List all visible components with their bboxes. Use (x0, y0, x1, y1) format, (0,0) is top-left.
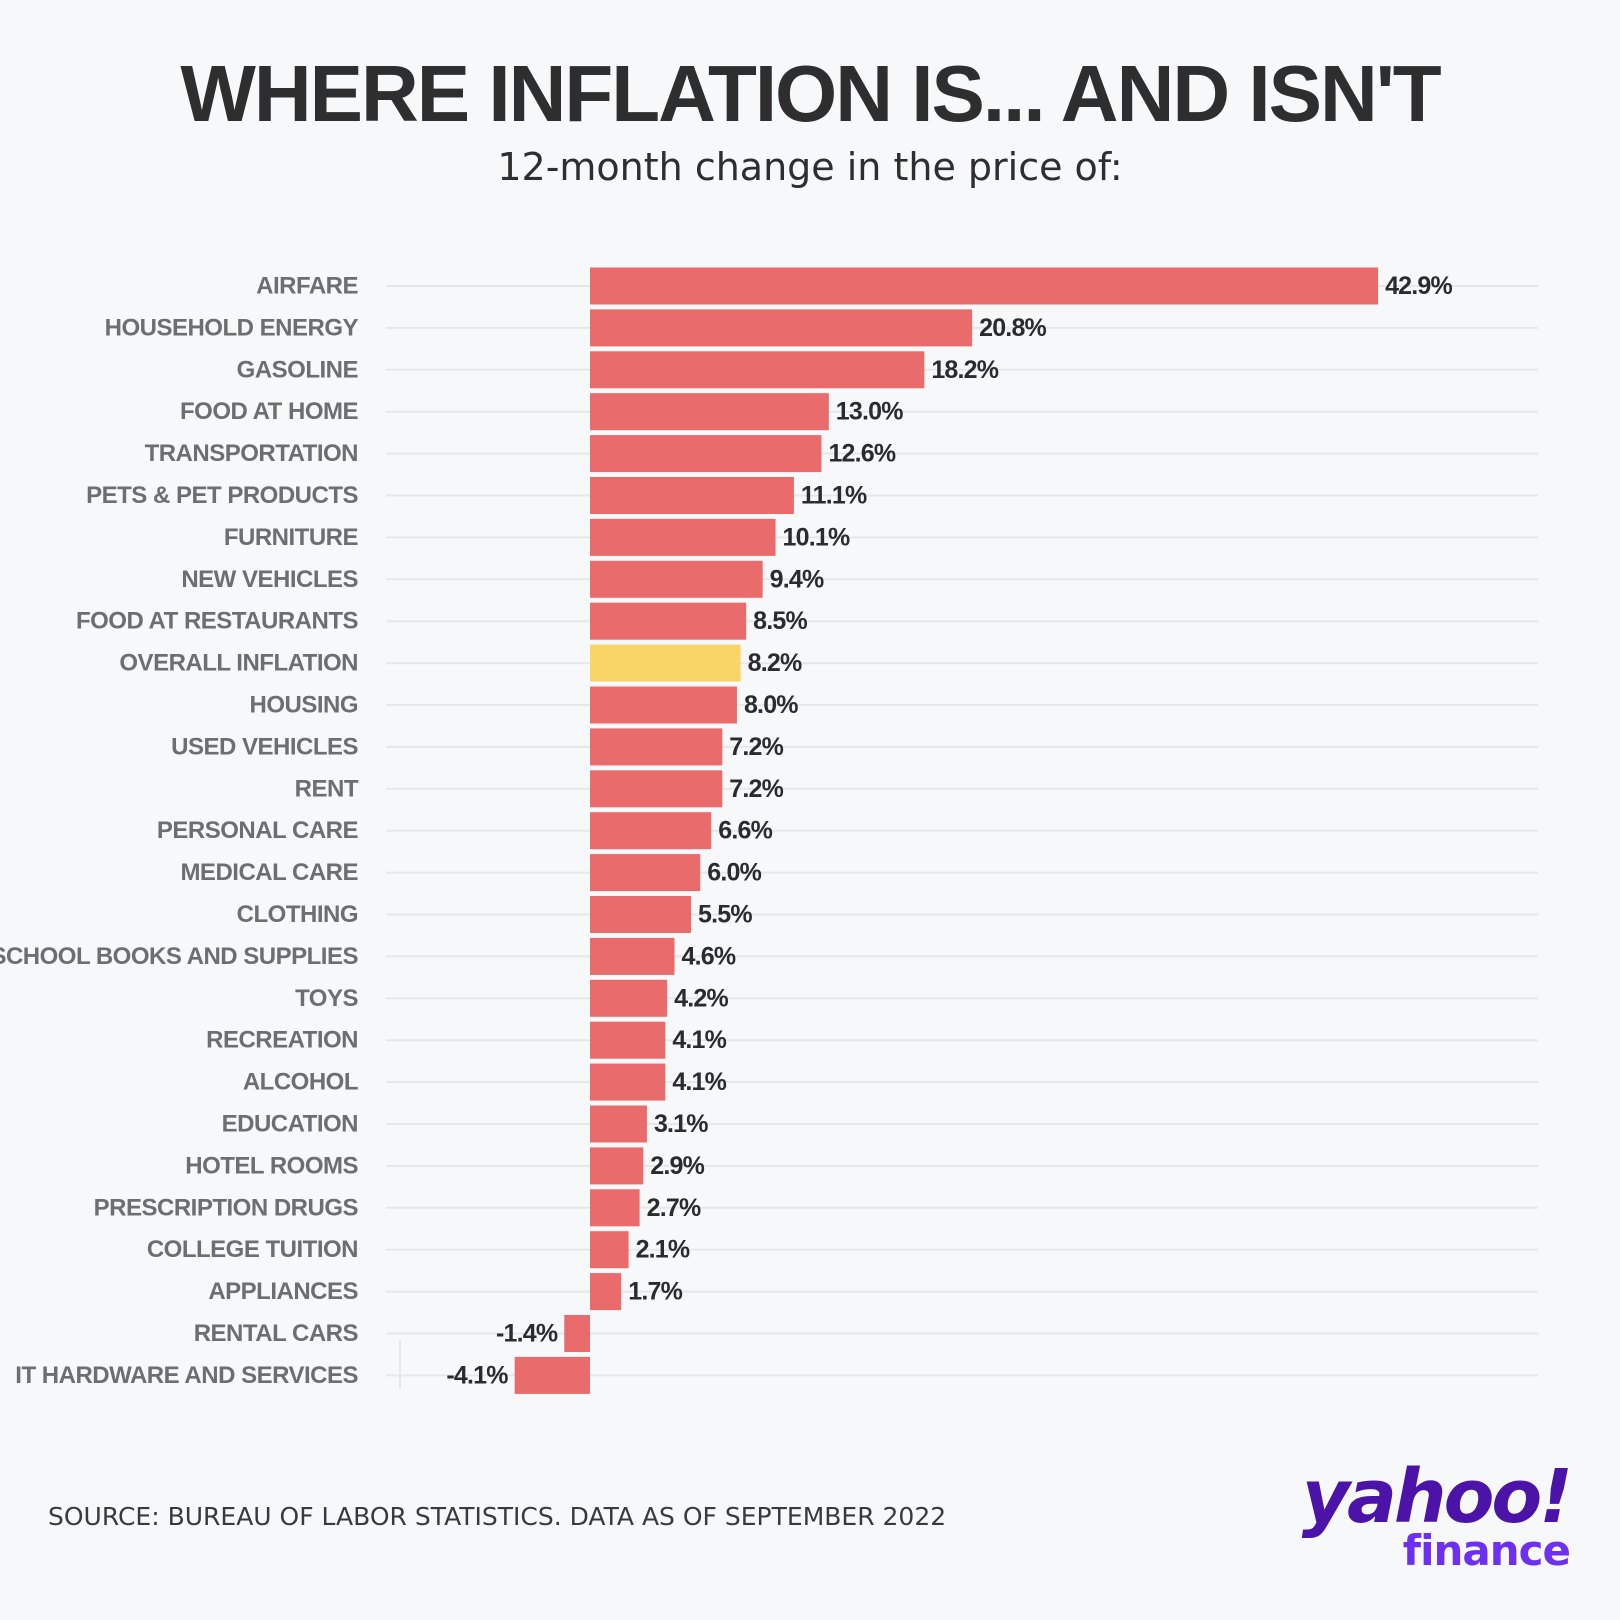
value-labels: 42.9% 20.8% 18.2% 13.0% 12.6% 11.1% 10.1% 9.4% 8… (446, 272, 1453, 1389)
category-label: GASOLINE (237, 356, 359, 383)
category-labels: AIRFARE HOUSEHOLD ENERGY GASOLINE FOOD AT H… (0, 273, 359, 1389)
value-label: 2.9% (650, 1152, 704, 1180)
yahoo-finance-logo: yahoo! finance (1270, 1454, 1573, 1575)
category-label: MEDICAL CARE (180, 859, 358, 886)
bar-food-at-home (590, 393, 829, 431)
bar-pets-pet-products (590, 477, 794, 514)
value-label: 20.8% (979, 314, 1046, 342)
bar-alcohol (590, 1063, 666, 1101)
category-label: NEW VEHICLES (181, 566, 358, 593)
bar-furniture (590, 518, 776, 556)
value-label: 4.1% (672, 1068, 726, 1096)
value-label: 8.2% (748, 649, 802, 677)
category-label: TOYS (295, 985, 358, 1012)
category-label: RECREATION (206, 1027, 358, 1054)
value-label: 2.7% (647, 1194, 701, 1222)
category-label: EDUCATION (222, 1111, 358, 1138)
bar-rental-cars (564, 1315, 590, 1352)
value-label: 3.1% (654, 1110, 708, 1138)
category-label: HOTEL ROOMS (185, 1152, 358, 1179)
logo-product: finance (1402, 1526, 1571, 1575)
bar-rent (590, 770, 723, 808)
value-label: -1.4% (496, 1320, 558, 1348)
value-label: 13.0% (836, 398, 903, 426)
bar-airfare (590, 267, 1379, 305)
bar-hotel-rooms (590, 1147, 644, 1185)
value-label: 6.6% (718, 817, 772, 845)
value-label: 1.7% (628, 1278, 682, 1306)
value-label: 18.2% (931, 356, 998, 384)
value-label: 7.2% (729, 775, 783, 803)
bar-transportation (590, 435, 822, 473)
category-label: CLOTHING (237, 901, 358, 928)
category-label: PETS & PET PRODUCTS (86, 482, 358, 509)
category-label: HOUSING (249, 692, 358, 719)
gridlines (386, 285, 1538, 1390)
bar-household-energy (590, 309, 973, 347)
category-label: PRESCRIPTION DRUGS (94, 1194, 359, 1221)
category-label: OVERALL INFLATION (119, 650, 358, 677)
chart-subtitle: 12-month change in the price of: (497, 145, 1123, 189)
category-label: FOOD AT RESTAURANTS (76, 608, 359, 635)
logo-wordmark: yahoo! (1301, 1454, 1573, 1540)
bar-new-vehicles (590, 560, 763, 598)
value-label: 8.0% (744, 691, 798, 719)
bar-college-tuition (590, 1231, 629, 1269)
bar-school-books-and-supplies (590, 937, 675, 975)
value-label: 12.6% (828, 440, 895, 468)
bars (514, 267, 1379, 1394)
value-label: 9.4% (770, 565, 824, 593)
category-label: RENTAL CARS (194, 1320, 359, 1347)
category-label: AIRFARE (256, 273, 358, 300)
bar-food-at-restaurants (590, 602, 747, 640)
value-label: 8.5% (753, 607, 807, 635)
value-label: 4.6% (682, 942, 736, 970)
value-label: 2.1% (636, 1236, 690, 1264)
chart-title: WHERE INFLATION IS... AND ISN'T (180, 49, 1441, 138)
category-label: PERSONAL CARE (157, 817, 359, 844)
category-label: APPLIANCES (208, 1278, 358, 1305)
value-label: 10.1% (783, 523, 850, 551)
value-label: 42.9% (1385, 272, 1452, 300)
bar-gasoline (590, 351, 925, 389)
value-label: 5.5% (698, 901, 752, 929)
bar-overall-inflation (590, 644, 741, 682)
value-label: -4.1% (446, 1361, 508, 1389)
category-label: TRANSPORTATION (145, 440, 358, 467)
bar-it-hardware-and-services (514, 1356, 590, 1394)
value-label: 7.2% (729, 733, 783, 761)
bar-housing (590, 686, 737, 724)
category-label: RENT (295, 775, 359, 802)
bar-toys (590, 979, 668, 1017)
category-label: FOOD AT HOME (180, 398, 358, 425)
bar-clothing (590, 896, 692, 933)
category-label: IT HARDWARE AND SERVICES (15, 1362, 358, 1389)
bar-prescription-drugs (590, 1189, 640, 1227)
bar-chart: AIRFARE HOUSEHOLD ENERGY GASOLINE FOOD AT H… (0, 267, 1538, 1394)
bar-personal-care (590, 812, 712, 850)
category-label: SCHOOL BOOKS AND SUPPLIES (0, 943, 358, 970)
category-label: COLLEGE TUITION (147, 1236, 358, 1263)
value-label: 6.0% (707, 859, 761, 887)
bar-medical-care (590, 854, 701, 892)
category-label: ALCOHOL (243, 1069, 358, 1096)
bar-recreation (590, 1021, 666, 1059)
category-label: USED VEHICLES (171, 733, 358, 760)
source-note: SOURCE: BUREAU OF LABOR STATISTICS. DATA… (48, 1502, 947, 1531)
category-label: FURNITURE (224, 524, 359, 551)
category-label: HOUSEHOLD ENERGY (105, 314, 359, 341)
value-label: 4.2% (674, 984, 728, 1012)
bar-education (590, 1105, 647, 1143)
value-label: 11.1% (801, 482, 867, 510)
bar-used-vehicles (590, 728, 723, 766)
bar-appliances (590, 1273, 622, 1311)
value-label: 4.1% (672, 1026, 726, 1054)
